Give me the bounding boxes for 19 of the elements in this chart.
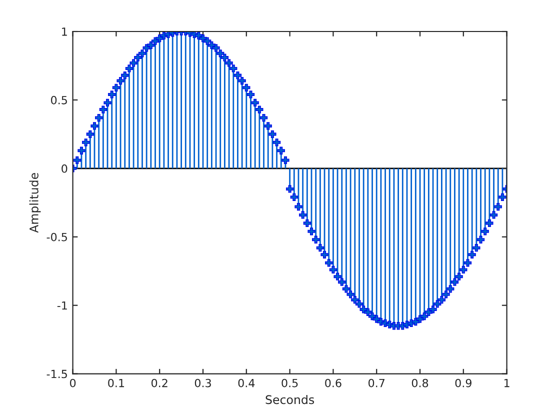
y-tick-label: -1.5 — [46, 370, 67, 378]
y-axis-title: Amplitude — [29, 173, 41, 233]
y-tick-label: -1 — [57, 301, 67, 310]
y-tick-label: -0.5 — [46, 232, 67, 242]
x-axis-title: Seconds — [266, 394, 314, 404]
x-tick-label: 0.4 — [238, 378, 255, 388]
x-tick-label: 0.2 — [152, 378, 168, 388]
y-tick-label: 1 — [62, 28, 67, 36]
y-tick-label: 0 — [62, 164, 68, 173]
x-tick-label: 0.1 — [108, 378, 124, 388]
x-tick-label: 0.5 — [282, 378, 298, 388]
x-tick-label: 0 — [70, 378, 76, 388]
x-tick-label: 0.7 — [368, 378, 384, 388]
x-tick-label: 0.9 — [455, 378, 472, 388]
y-tick-label: 0.5 — [51, 96, 67, 104]
x-tick-label: 0.6 — [325, 378, 342, 388]
x-tick-label: 0.3 — [194, 378, 211, 388]
x-tick-label: 1 — [504, 379, 510, 388]
x-tick-label: 0.8 — [412, 378, 428, 388]
